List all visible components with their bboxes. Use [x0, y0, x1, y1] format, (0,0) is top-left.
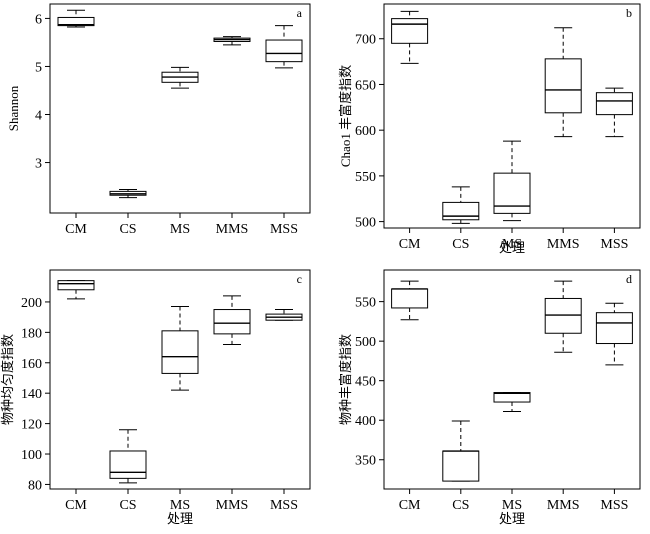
box-cs	[442, 186, 480, 224]
box-mss	[595, 87, 633, 138]
box-ms	[161, 66, 199, 89]
y-tick-label: 160	[21, 357, 42, 372]
x-tick-label: MSS	[270, 498, 298, 513]
y-tick-label: 6	[35, 12, 42, 27]
y-tick-label: 4	[35, 109, 42, 124]
y-axis-title: 物种均匀度指数	[0, 334, 15, 425]
panel-tag: d	[626, 272, 632, 286]
box-mms	[213, 295, 251, 346]
x-tick-label: CM	[65, 222, 87, 237]
box-cm	[391, 10, 429, 64]
box-body	[442, 201, 480, 221]
box-body	[57, 280, 95, 291]
box-ms	[493, 140, 531, 222]
y-tick-label: 500	[355, 335, 376, 350]
box-ms	[161, 306, 199, 391]
y-tick-label: 180	[21, 326, 42, 341]
box-cm	[391, 280, 429, 321]
panel-d: d 350 400 450 500 550 CM CS MS MMS MSS 处理 物种丰富度指数	[338, 269, 641, 526]
plot-frame	[49, 269, 311, 490]
box-cs	[442, 420, 480, 482]
x-tick-label: MS	[170, 222, 190, 237]
box-body	[265, 39, 303, 63]
y-tick-label: 350	[355, 454, 376, 469]
x-tick-label: MSS	[600, 498, 628, 513]
box-mms	[213, 36, 251, 46]
box-body	[544, 58, 582, 114]
box-ms	[493, 392, 531, 413]
x-tick-label: CS	[119, 222, 136, 237]
y-tick-label: 120	[21, 418, 42, 433]
x-tick-label: MSS	[600, 237, 628, 252]
panel-a: a 3 4 5 6 CM CS MS MMS MSS Shannon	[6, 3, 311, 237]
box-mss	[265, 309, 303, 321]
y-tick-label: 700	[355, 33, 376, 48]
box-cs	[109, 429, 147, 484]
y-tick-label: 80	[28, 478, 42, 493]
x-axis-title: 处理	[499, 511, 525, 526]
box-cm	[57, 9, 95, 28]
y-tick-label: 550	[355, 170, 376, 185]
panel-tag: c	[297, 272, 302, 286]
y-tick-label: 3	[35, 157, 42, 172]
y-tick-label: 450	[355, 375, 376, 390]
box-body	[544, 297, 582, 334]
y-tick-label: 600	[355, 124, 376, 139]
x-axis-title: 处理	[167, 511, 193, 526]
y-tick-label: 650	[355, 78, 376, 93]
box-mss	[265, 25, 303, 69]
box-body	[595, 92, 633, 116]
x-tick-label: MMS	[216, 222, 249, 237]
box-body	[391, 288, 429, 309]
box-mms	[544, 280, 582, 353]
panel-b: b 500 550 600 650 700 CM CS MS MMS MSS 处理 Chao1 丰富度指…	[338, 3, 641, 255]
box-body	[57, 16, 95, 27]
y-tick-label: 400	[355, 414, 376, 429]
y-tick-label: 140	[21, 387, 42, 402]
x-tick-label: CM	[399, 498, 421, 513]
x-tick-label: CM	[399, 237, 421, 252]
x-axis-title: 处理	[499, 240, 525, 255]
panel-tag: b	[626, 6, 632, 20]
x-tick-label: MS	[502, 498, 522, 513]
box-body	[391, 18, 429, 44]
y-tick-label: 200	[21, 296, 42, 311]
x-tick-label: MMS	[547, 498, 580, 513]
x-tick-label: MS	[170, 498, 190, 513]
y-tick-label: 500	[355, 216, 376, 231]
box-body	[161, 330, 199, 374]
y-tick-label: 100	[21, 448, 42, 463]
y-tick-label: 5	[35, 60, 42, 75]
box-body	[595, 312, 633, 345]
plot-frame	[49, 3, 311, 214]
box-body	[493, 392, 531, 403]
box-body	[442, 450, 480, 482]
x-tick-label: MS	[502, 237, 522, 252]
panel-c: c 80 100 120 140 160 180 200 CM CS MS MMS MSS 处理 物种均匀度…	[0, 269, 311, 526]
box-mss	[595, 302, 633, 366]
box-cm	[57, 280, 95, 300]
box-cs	[109, 188, 147, 199]
x-tick-label: MMS	[547, 237, 580, 252]
box-body	[109, 450, 147, 479]
y-axis-title: 物种丰富度指数	[338, 334, 353, 425]
box-body	[493, 172, 531, 214]
x-tick-label: MSS	[270, 222, 298, 237]
y-tick-label: 550	[355, 296, 376, 311]
panel-tag: a	[297, 6, 303, 20]
x-tick-label: CS	[452, 498, 469, 513]
y-axis-title: Shannon	[6, 85, 21, 131]
box-mms	[544, 27, 582, 138]
x-tick-label: CM	[65, 498, 87, 513]
x-tick-label: MMS	[216, 498, 249, 513]
y-axis-title: Chao1 丰富度指数	[338, 65, 353, 167]
box-body	[213, 309, 251, 335]
x-tick-label: CS	[119, 498, 136, 513]
x-tick-label: CS	[452, 237, 469, 252]
